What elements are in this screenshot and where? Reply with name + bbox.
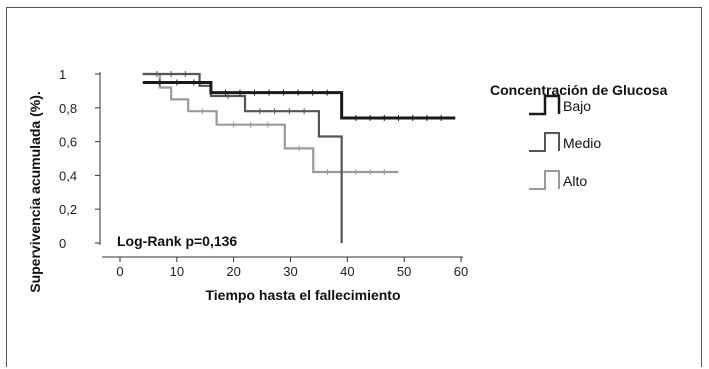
- x-tick-label: 60: [454, 264, 468, 279]
- x-tick-label: 20: [226, 264, 240, 279]
- legend-label-bajo: Bajo: [563, 98, 591, 114]
- legend-swatch-medio: [529, 132, 560, 152]
- legend-swatch-bajo: [529, 94, 561, 116]
- y-tick-label: 0,2: [59, 202, 77, 217]
- x-tick-label: 0: [116, 264, 123, 279]
- y-tick-label: 0,4: [59, 168, 77, 183]
- y-axis: 0 0,2 0,4 0,6 0,8 1: [59, 67, 101, 251]
- y-tick-label: 0,6: [59, 135, 77, 150]
- y-axis-title: Supervivencia acumulada (%).: [27, 91, 43, 293]
- figure-frame: [6, 7, 702, 367]
- log-rank-annotation: Log-Rank p=0,136: [117, 233, 237, 249]
- x-tick-label: 40: [340, 264, 354, 279]
- x-tick-label: 10: [170, 264, 184, 279]
- legend-swatch-alto: [529, 170, 560, 190]
- legend-label-medio: Medio: [563, 135, 601, 151]
- y-tick-label: 0: [59, 236, 66, 251]
- x-axis: 0 10 20 30 40 50 60: [102, 256, 468, 279]
- legend-title: Concentración de Glucosa: [490, 82, 668, 98]
- series-line-alto: [142, 72, 399, 174]
- series-layer: [142, 71, 456, 243]
- x-axis-title: Tiempo hasta el fallecimiento: [205, 287, 400, 303]
- legend-label-alto: Alto: [563, 173, 587, 189]
- y-tick-label: 1: [59, 67, 66, 82]
- series-line-bajo: [142, 80, 456, 120]
- x-tick-label: 30: [283, 264, 297, 279]
- legend: Concentración de Glucosa Bajo Medio Alto: [490, 82, 668, 190]
- x-tick-label: 50: [397, 264, 411, 279]
- y-tick-label: 0,8: [59, 101, 77, 116]
